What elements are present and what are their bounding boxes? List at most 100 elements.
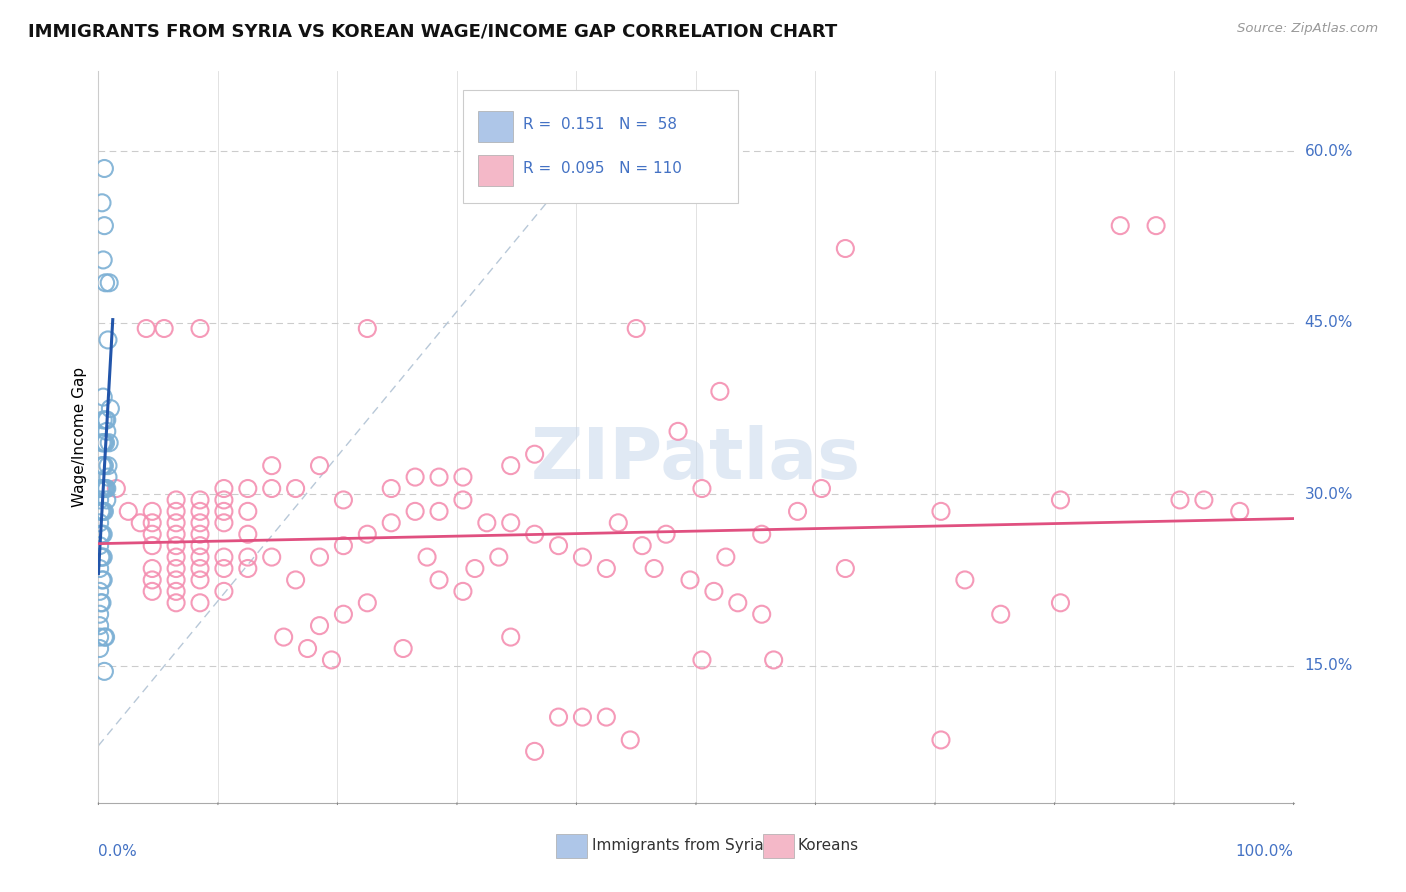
Point [321, 653, 343, 667]
Point [690, 482, 713, 496]
Point [380, 482, 402, 496]
FancyBboxPatch shape [463, 90, 738, 203]
Point [188, 596, 211, 610]
Point [666, 425, 689, 439]
Point [655, 527, 678, 541]
Point [810, 482, 832, 496]
Text: 0.0%: 0.0% [98, 845, 138, 860]
Point [91, 390, 114, 404]
Point [212, 492, 235, 507]
Point [188, 516, 211, 530]
Point [188, 550, 211, 565]
Point [332, 492, 354, 507]
Point [404, 504, 426, 518]
Point [188, 539, 211, 553]
Point [188, 321, 211, 335]
Point [709, 384, 731, 399]
Point [89, 641, 111, 656]
Point [96, 492, 118, 507]
Text: Immigrants from Syria: Immigrants from Syria [592, 838, 763, 854]
Point [141, 504, 163, 518]
Point [90, 504, 112, 518]
Point [91, 482, 114, 496]
Point [929, 733, 952, 747]
Point [96, 425, 118, 439]
Point [91, 435, 114, 450]
Point [427, 470, 450, 484]
Point [165, 527, 187, 541]
Point [643, 561, 665, 575]
Point [380, 516, 402, 530]
Point [236, 482, 259, 496]
Point [188, 504, 211, 518]
Point [141, 561, 163, 575]
Point [165, 492, 187, 507]
Point [188, 561, 211, 575]
Point [308, 550, 330, 565]
Point [464, 561, 486, 575]
Point [451, 492, 474, 507]
Point [499, 630, 522, 644]
Point [165, 550, 187, 565]
Point [607, 516, 630, 530]
Point [89, 561, 111, 575]
FancyBboxPatch shape [557, 834, 588, 858]
Point [571, 710, 593, 724]
Point [165, 516, 187, 530]
Point [141, 516, 163, 530]
Text: R =  0.095   N = 110: R = 0.095 N = 110 [523, 161, 682, 176]
Point [595, 710, 617, 724]
Point [91, 504, 114, 518]
Point [236, 550, 259, 565]
Point [90, 550, 112, 565]
Point [93, 161, 115, 176]
Point [165, 504, 187, 518]
Point [188, 573, 211, 587]
Point [1049, 596, 1071, 610]
Point [94, 630, 117, 644]
Point [93, 482, 115, 496]
Point [93, 665, 115, 679]
Point [91, 504, 114, 518]
Point [332, 539, 354, 553]
FancyBboxPatch shape [478, 112, 513, 143]
Point [571, 550, 593, 565]
Point [90, 527, 112, 541]
Point [404, 470, 426, 484]
Point [91, 435, 114, 450]
Point [679, 573, 702, 587]
Point [97, 470, 120, 484]
Point [153, 321, 176, 335]
Point [93, 630, 115, 644]
Point [96, 413, 118, 427]
Point [273, 630, 295, 644]
Point [308, 458, 330, 473]
Point [91, 527, 114, 541]
Point [714, 550, 737, 565]
Point [89, 539, 111, 553]
Text: 15.0%: 15.0% [1305, 658, 1353, 673]
Point [94, 482, 117, 496]
Point [89, 584, 111, 599]
Point [135, 321, 157, 335]
Point [260, 482, 283, 496]
Point [990, 607, 1012, 622]
Point [212, 482, 235, 496]
Point [416, 550, 439, 565]
Point [117, 504, 139, 518]
Point [98, 435, 121, 450]
Point [141, 584, 163, 599]
Point [91, 573, 114, 587]
Point [94, 276, 117, 290]
Point [703, 584, 725, 599]
Point [212, 561, 235, 575]
Point [91, 527, 114, 541]
Text: 45.0%: 45.0% [1305, 315, 1353, 330]
Point [165, 539, 187, 553]
Point [260, 550, 283, 565]
Point [488, 550, 510, 565]
Point [212, 516, 235, 530]
Point [91, 596, 114, 610]
Point [427, 504, 450, 518]
Point [308, 618, 330, 632]
